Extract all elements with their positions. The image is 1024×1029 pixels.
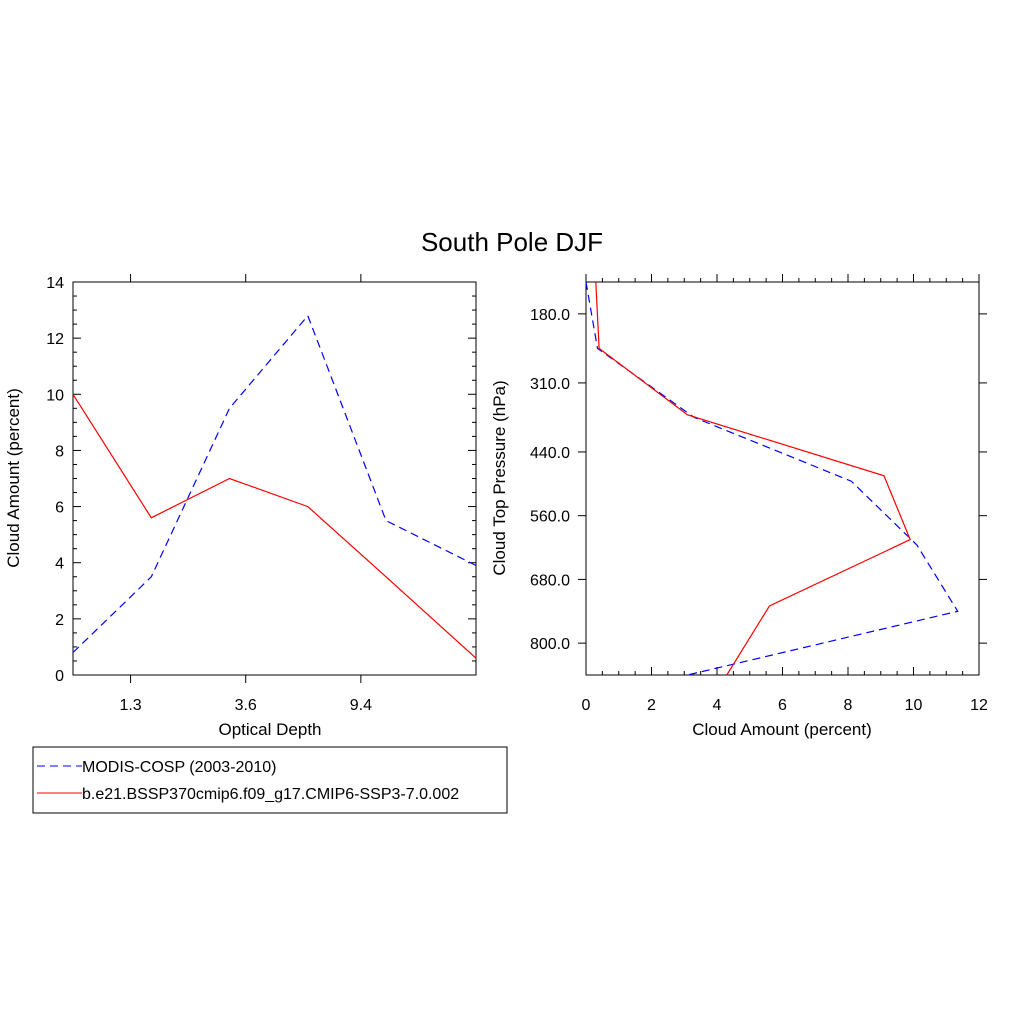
left-axis-ticks: 0 2 4 6 8 10 12 14 1.3 3.6 9.4	[46, 274, 476, 714]
left-y-tick-label: 14	[46, 275, 64, 292]
left-x-tick-label: 9.4	[350, 697, 372, 714]
right-series-group	[585, 281, 959, 676]
left-series-group	[72, 314, 477, 659]
right-x-tick-label: 2	[647, 697, 656, 714]
right-series-model	[595, 281, 911, 676]
left-y-tick-label: 2	[55, 612, 64, 629]
right-axis-ticks: 0 2 4 6 8 10 12 180.0 310.0 440.0 560.0 680.0 800.0	[530, 274, 988, 714]
right-x-tick-label: 6	[778, 697, 787, 714]
left-y-tick-label: 10	[46, 387, 64, 404]
legend-label-model: b.e21.BSSP370cmip6.f09_g17.CMIP6-SSP3-7.…	[82, 786, 459, 803]
right-x-tick-label: 12	[970, 697, 988, 714]
left-series-modis	[72, 314, 477, 653]
right-y-tick-label: 440.0	[530, 445, 570, 462]
right-plot-frame	[585, 281, 980, 676]
left-x-tick-label: 1.3	[119, 697, 141, 714]
right-y-tick-label: 800.0	[530, 636, 570, 653]
left-panel: 0 2 4 6 8 10 12 14 1.3 3.6 9.4 Optical Depth Cloud…	[4, 274, 477, 739]
right-y-axis-label: Cloud Top Pressure (hPa)	[490, 380, 509, 575]
left-x-axis-label: Optical Depth	[219, 720, 322, 739]
left-x-tick-label: 3.6	[235, 697, 257, 714]
left-y-tick-label: 6	[55, 500, 64, 517]
left-series-model	[72, 393, 477, 659]
left-y-axis-label: Cloud Amount (percent)	[4, 388, 23, 568]
left-y-tick-label: 0	[55, 668, 64, 685]
right-x-tick-label: 0	[582, 697, 591, 714]
left-y-tick-label: 12	[46, 331, 64, 348]
right-y-tick-label: 560.0	[530, 509, 570, 526]
right-y-tick-label: 310.0	[530, 376, 570, 393]
left-y-tick-label: 8	[55, 443, 64, 460]
chart-legend: MODIS-COSP (2003-2010) b.e21.BSSP370cmip…	[32, 746, 508, 814]
right-y-tick-label: 180.0	[530, 307, 570, 324]
legend-label-modis: MODIS-COSP (2003-2010)	[82, 759, 276, 776]
right-x-tick-label: 10	[905, 697, 923, 714]
right-panel: 0 2 4 6 8 10 12180.0310.0440.0560.0680.0800.0 …	[490, 274, 988, 739]
left-plot-frame	[72, 281, 477, 676]
right-series-modis	[585, 281, 959, 676]
left-y-tick-label: 4	[55, 556, 64, 573]
legend-box	[32, 746, 508, 814]
right-x-tick-label: 4	[713, 697, 722, 714]
chart-title: South Pole DJF	[421, 227, 603, 257]
right-x-axis-label: Cloud Amount (percent)	[692, 720, 872, 739]
right-x-tick-label: 8	[844, 697, 853, 714]
right-y-tick-label: 680.0	[530, 572, 570, 589]
